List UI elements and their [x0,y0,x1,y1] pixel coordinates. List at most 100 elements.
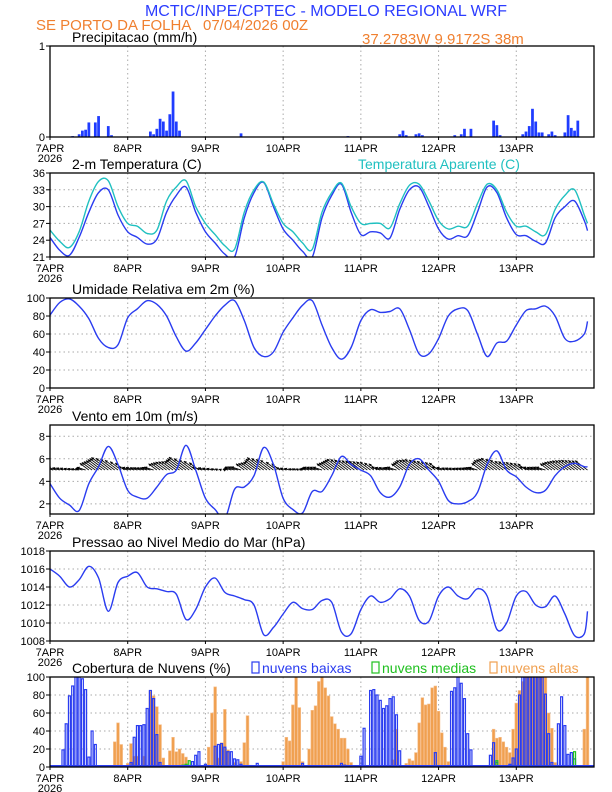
x-tick-label: 11APR [344,263,378,275]
wind-vector-head [60,467,64,471]
y-tick-label: 0 [39,383,45,395]
cloud-bar-nuvens-baixas [550,761,554,767]
panel-title: 2-m Temperatura (C) [72,156,202,172]
y-tick-label: 0 [39,132,45,144]
cloud-bar-nuvens-baixas [61,749,65,767]
legend-label: nuvens altas [500,660,579,676]
cloud-bar-nuvens-altas [181,753,185,767]
precip-bar [495,125,499,137]
wind-vector [173,458,190,471]
y-tick-label: 100 [27,672,45,684]
legend-swatch-icon [489,661,498,674]
precip-bar [171,91,175,137]
plot-area [50,444,588,514]
wind-vector [178,459,193,471]
cloud-bar-nuvens-baixas [381,707,386,767]
cloud-bar-nuvens-baixas [74,677,78,767]
wind-vector-head [316,463,320,467]
cloud-bar-nuvens-altas [501,741,506,767]
wind-vector-head [480,458,484,461]
wind-vector-head [228,466,231,470]
cloud-bar-nuvens-altas [553,762,557,767]
x-year-label: 2026 [38,273,62,285]
cloud-bar-nuvens-altas [158,724,162,767]
precip-bar [149,131,152,137]
series-line-vento [50,444,588,514]
wind-vector-head [359,461,363,465]
x-tick-label: 9APR [191,143,220,155]
cloud-bar-nuvens-altas [585,677,590,767]
x-tick-label: 10APR [266,520,301,532]
wind-vector-head [561,460,565,463]
y-tick-label: 100 [27,293,45,305]
cloud-bar-nuvens-baixas [232,758,237,767]
precip-bar [414,134,418,137]
series-line-2-m-temperatura [50,181,589,257]
wind-vector-head [458,467,462,471]
panel-pressure: 1008 1010 1012 1014 1016 1018 7APR 8APR 9APR 10AP… [21,534,595,669]
cloud-bar-nuvens-altas [310,709,314,767]
wind-vector-head [129,467,133,470]
y-tick-label: 4 [39,476,45,488]
x-tick-label: 12APR [421,647,456,659]
wind-vector-head [542,462,546,466]
wind-vector-head [536,466,540,470]
y-tick-label: 40 [33,347,45,359]
cloud-bar-nuvens-baixas [466,733,470,767]
wind-vector-head [247,457,251,461]
precip-bar [110,135,113,137]
cloud-bar-nuvens-baixas [90,730,94,767]
cloud-bar-nuvens-altas [511,728,515,767]
wind-vector-head [231,466,234,469]
x-tick-label: 13APR [499,520,534,532]
y-tick-label: 20 [33,744,45,756]
wind-vector [485,458,501,471]
cloud-bar-nuvens-altas [287,740,292,767]
cloud-bar-nuvens-altas [320,677,324,767]
wind-vector [567,460,582,471]
wind-vector-head [198,467,202,470]
x-year-label: 2026 [38,530,62,542]
wind-vector-head [334,459,338,463]
cloud-bar-nuvens-baixas [216,743,220,767]
cloud-bar-nuvens-altas [326,695,331,767]
cloud-bar-nuvens-altas [307,748,311,767]
y-tick-label: 80 [33,690,45,702]
y-tick-label: 80 [33,311,45,323]
wind-vector-head [476,459,480,463]
wind-vector [168,456,187,471]
y-tick-label: 1016 [21,564,45,576]
series-line-pressao [50,565,589,639]
wind-vector-head [136,467,140,470]
wind-vector-head [295,468,299,472]
wind-vector-head [87,459,91,463]
wind-vector-head [238,463,242,466]
cloud-bar-nuvens-baixas [372,688,376,767]
cloud-bar-nuvens-baixas [537,677,541,767]
wind-vector-head [63,467,67,471]
precip-bar [421,135,424,137]
precip-bar [158,118,162,137]
precip-bar [81,130,84,137]
x-tick-label: 8APR [113,773,142,785]
y-tick-label: 27 [33,218,45,230]
wind-vector-head [552,460,556,464]
wind-vector-head [91,457,95,461]
precip-bar [469,128,473,137]
precip-bar [576,120,580,137]
cloud-bar-nuvens-altas [284,736,289,767]
wind-vector-head [322,460,326,464]
x-tick-label: 10APR [266,647,301,659]
wind-vector-head [471,463,475,466]
series-line-temperatura-aparente [50,177,589,253]
precip-bar [527,126,531,137]
cloud-bar-nuvens-baixas [524,677,528,767]
wind-vector-head [564,460,568,463]
cloud-bar-nuvens-altas [291,704,295,767]
x-tick-label: 9APR [191,263,220,275]
cloud-bar-nuvens-baixas [368,689,373,767]
cloud-bar-nuvens-altas [336,728,340,767]
cloud-bar-nuvens-baixas [139,724,143,767]
wind-vector-head [429,462,433,466]
cloud-bar-nuvens-altas [213,686,217,767]
